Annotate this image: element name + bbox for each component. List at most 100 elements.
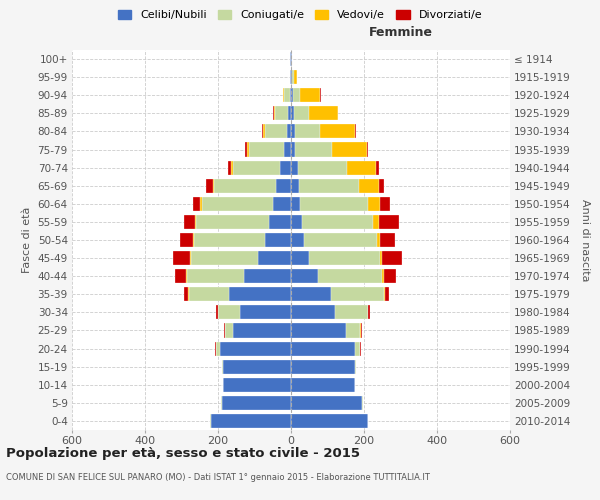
Bar <box>384 269 397 283</box>
Bar <box>290 70 291 84</box>
Bar <box>224 324 225 338</box>
Bar <box>184 287 188 302</box>
Bar <box>200 197 202 211</box>
Bar <box>221 396 291 410</box>
Bar <box>233 160 280 174</box>
Bar <box>380 251 382 265</box>
Y-axis label: Anni di nascita: Anni di nascita <box>580 198 590 281</box>
Bar <box>284 142 291 156</box>
Bar <box>191 251 258 265</box>
Bar <box>291 324 346 338</box>
Bar <box>195 215 196 229</box>
Bar <box>216 342 220 355</box>
Bar <box>300 88 320 102</box>
Bar <box>173 251 190 265</box>
Bar <box>291 396 362 410</box>
Bar <box>291 233 304 247</box>
Bar <box>376 160 379 174</box>
Bar <box>187 269 244 283</box>
Bar <box>385 287 389 302</box>
Bar <box>373 215 379 229</box>
Bar <box>273 197 291 211</box>
Bar <box>291 215 302 229</box>
Bar <box>287 124 291 138</box>
Y-axis label: Fasce di età: Fasce di età <box>22 207 32 273</box>
Bar <box>277 178 291 193</box>
Bar <box>291 52 292 66</box>
Bar <box>214 178 277 193</box>
Bar <box>265 233 291 247</box>
Bar <box>229 287 291 302</box>
Bar <box>210 414 211 428</box>
Bar <box>295 124 320 138</box>
Bar <box>367 142 368 156</box>
Bar <box>223 378 291 392</box>
Bar <box>189 287 229 302</box>
Bar <box>175 269 186 283</box>
Bar <box>291 197 300 211</box>
Bar <box>215 342 216 355</box>
Text: Popolazione per età, sesso e stato civile - 2015: Popolazione per età, sesso e stato civil… <box>6 446 360 460</box>
Bar <box>347 160 376 174</box>
Bar <box>249 142 284 156</box>
Bar <box>190 251 191 265</box>
Bar <box>186 269 187 283</box>
Bar <box>291 306 335 320</box>
Bar <box>244 269 291 283</box>
Bar <box>265 124 287 138</box>
Bar <box>274 106 275 120</box>
Bar <box>384 287 385 302</box>
Bar <box>290 52 291 66</box>
Bar <box>211 414 291 428</box>
Bar <box>206 178 213 193</box>
Bar <box>283 88 284 102</box>
Bar <box>280 160 291 174</box>
Bar <box>382 269 384 283</box>
Bar <box>262 124 263 138</box>
Bar <box>361 324 362 338</box>
Bar <box>216 306 218 320</box>
Bar <box>308 106 338 120</box>
Bar <box>223 360 291 374</box>
Bar <box>309 251 380 265</box>
Bar <box>184 215 195 229</box>
Bar <box>291 269 319 283</box>
Bar <box>188 287 189 302</box>
Bar <box>291 342 355 355</box>
Bar <box>291 251 309 265</box>
Bar <box>379 215 398 229</box>
Bar <box>240 306 291 320</box>
Bar <box>380 233 395 247</box>
Bar <box>291 414 368 428</box>
Bar <box>293 88 300 102</box>
Bar <box>379 178 384 193</box>
Bar <box>291 160 298 174</box>
Bar <box>290 88 291 102</box>
Bar <box>233 324 291 338</box>
Bar <box>291 106 294 120</box>
Bar <box>295 142 332 156</box>
Bar <box>291 287 331 302</box>
Bar <box>291 360 355 374</box>
Bar <box>291 142 295 156</box>
Legend: Celibi/Nubili, Coniugati/e, Vedovi/e, Divorziati/e: Celibi/Nubili, Coniugati/e, Vedovi/e, Di… <box>113 6 487 25</box>
Bar <box>377 233 380 247</box>
Bar <box>331 287 384 302</box>
Bar <box>355 360 356 374</box>
Bar <box>302 215 373 229</box>
Bar <box>380 197 389 211</box>
Bar <box>291 124 295 138</box>
Bar <box>346 324 361 338</box>
Bar <box>368 197 380 211</box>
Text: COMUNE DI SAN FELICE SUL PANARO (MO) - Dati ISTAT 1° gennaio 2015 - Elaborazione: COMUNE DI SAN FELICE SUL PANARO (MO) - D… <box>6 473 430 482</box>
Bar <box>284 88 290 102</box>
Bar <box>258 251 291 265</box>
Bar <box>269 215 291 229</box>
Bar <box>288 106 291 120</box>
Bar <box>193 197 200 211</box>
Bar <box>220 342 291 355</box>
Bar <box>332 142 367 156</box>
Bar <box>194 233 265 247</box>
Bar <box>181 233 193 247</box>
Bar <box>300 197 368 211</box>
